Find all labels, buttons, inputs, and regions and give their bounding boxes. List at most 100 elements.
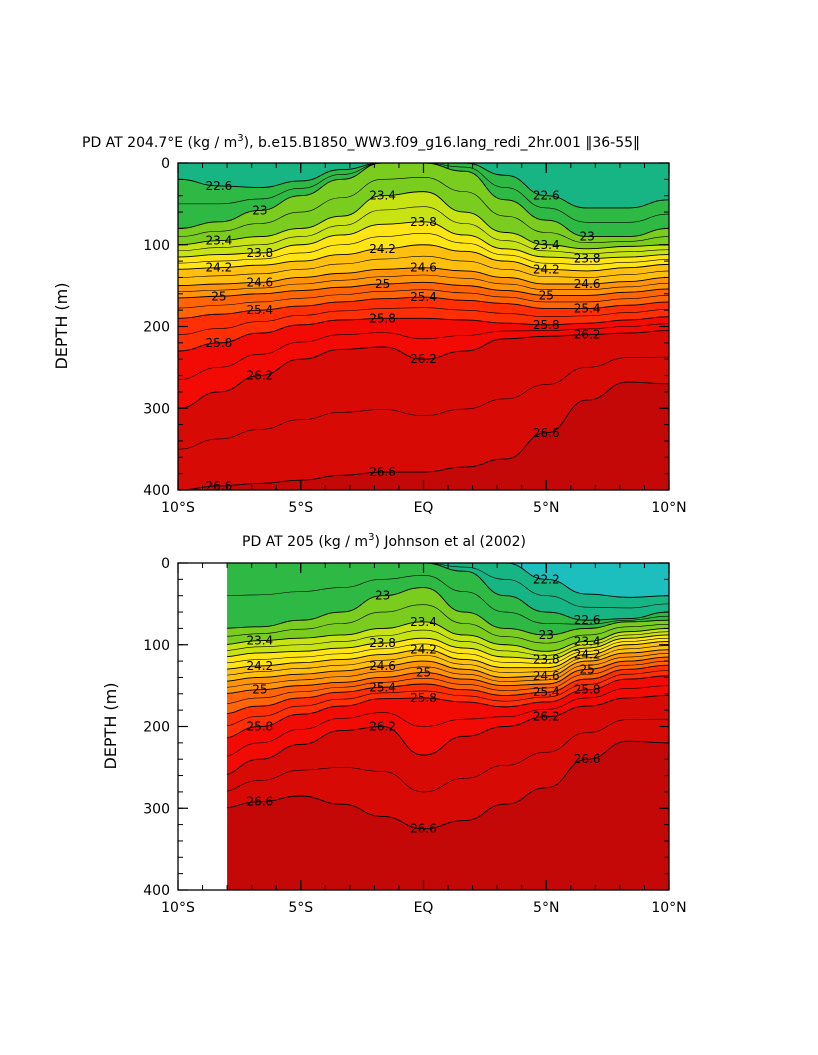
y-tick-label: 400 <box>143 883 170 899</box>
contour-label: 23 <box>252 203 267 217</box>
contour-line-minor <box>178 163 669 223</box>
contour-line-minor <box>178 177 669 244</box>
contour-label: 25.4 <box>410 290 437 304</box>
x-tick-label: 10°S <box>161 900 195 916</box>
contour-label: 26.6 <box>369 465 396 479</box>
contour-line <box>178 316 669 352</box>
contour-label: 26.2 <box>574 328 601 342</box>
contour-line <box>178 381 669 490</box>
contour-label: 24.2 <box>410 643 437 657</box>
lower-contour-plot: 22.2 22.6 23 23 23.4 23.4 23.4 23.8 23.8 24.2 24.2… <box>227 563 669 890</box>
contour-label: 24.6 <box>574 277 601 291</box>
contour-label: 26.2 <box>246 369 273 383</box>
contour-label: 25 <box>580 662 595 676</box>
contour-label: 22.2 <box>533 572 560 586</box>
contour-line-minor <box>227 637 669 664</box>
contour-line <box>178 191 669 250</box>
contour-label: 25.4 <box>574 302 601 316</box>
contour-line <box>227 641 669 670</box>
contour-label: 23.8 <box>369 636 396 650</box>
contour-label: 24.6 <box>369 659 396 673</box>
contour-line <box>227 621 669 652</box>
contour-label: 25.8 <box>369 311 396 325</box>
contour-label: 24.2 <box>574 648 601 662</box>
contour-label: 25 <box>539 288 554 302</box>
x-tick-label: 5°N <box>533 500 559 516</box>
upper-y-axis-label: DEPTH (m) <box>52 282 71 369</box>
y-tick-label: 300 <box>143 801 170 817</box>
contour-label: 23.8 <box>410 215 437 229</box>
contour-line <box>178 244 669 272</box>
contour-label: 22.6 <box>206 179 233 193</box>
y-tick-label: 300 <box>143 401 170 417</box>
y-tick-label: 200 <box>143 320 170 336</box>
contour-label: 23 <box>580 230 595 244</box>
contour-label: 22.6 <box>574 613 601 627</box>
x-tick-label: EQ <box>414 900 434 916</box>
contour-label: 22.6 <box>533 189 560 203</box>
contour-line <box>178 330 669 409</box>
contour-label: 25.8 <box>410 691 437 705</box>
contour-line-minor <box>178 307 669 335</box>
contour-label: 25.4 <box>369 680 396 694</box>
y-tick-label: 100 <box>143 638 170 654</box>
contour-label: 26.6 <box>410 822 437 836</box>
upper-contour-panel: PD AT 204.7°E (kg / m3), b.e15.B1850_WW3… <box>52 133 687 516</box>
contour-line <box>227 634 669 660</box>
lower-axes: 10°S 5°S EQ 5°N 10°N 0 100 200 300 400 <box>143 556 686 916</box>
contour-line <box>227 664 669 715</box>
contour-label: 25.8 <box>246 720 273 734</box>
contour-label: 25.8 <box>206 336 233 350</box>
contour-line-minor <box>227 718 669 793</box>
contour-line <box>178 163 669 209</box>
x-tick-label: 5°S <box>288 500 313 516</box>
contour-line <box>227 675 669 739</box>
contour-line-minor <box>227 685 669 757</box>
contour-line-minor <box>227 563 669 609</box>
contour-line <box>227 740 669 830</box>
contour-label: 24.6 <box>533 669 560 683</box>
contour-line <box>227 694 669 775</box>
contour-line-minor <box>227 653 669 688</box>
contour-label: 24.6 <box>410 261 437 275</box>
contour-line-minor <box>227 660 669 704</box>
contour-label: 25.8 <box>533 318 560 332</box>
contour-label: 26.2 <box>410 352 437 366</box>
upper-axes: 10°S 5°S EQ 5°N 10°N 0 100 200 300 400 <box>143 156 686 516</box>
contour-label: 24.2 <box>246 659 273 673</box>
contour-line-minor <box>227 670 669 727</box>
contour-label: 23.4 <box>410 615 437 629</box>
density-band <box>227 563 669 598</box>
y-tick-label: 200 <box>143 720 170 736</box>
contour-line-minor <box>178 323 669 380</box>
contour-label: 26.6 <box>574 752 601 766</box>
contour-line-minor <box>178 233 669 266</box>
contour-line-minor <box>178 206 669 255</box>
x-tick-label: 10°N <box>651 500 686 516</box>
y-tick-label: 0 <box>161 556 170 572</box>
contour-label: 26.2 <box>533 710 560 724</box>
density-band <box>178 163 669 208</box>
contour-line <box>227 563 669 598</box>
contour-line <box>178 221 669 260</box>
contour-line <box>178 267 669 287</box>
contour-line <box>227 656 669 694</box>
contour-label: 23.4 <box>246 634 273 648</box>
contour-label: 26.2 <box>369 720 396 734</box>
y-tick-label: 100 <box>143 238 170 254</box>
contour-line-minor <box>227 604 669 644</box>
contour-label: 25.8 <box>574 683 601 697</box>
contour-label: 23.8 <box>574 252 601 266</box>
contour-label: 26.6 <box>533 426 560 440</box>
contour-label: 24.2 <box>533 262 560 276</box>
x-tick-label: 10°S <box>161 500 195 516</box>
lower-y-axis-label: DEPTH (m) <box>101 682 120 769</box>
contour-line-minor <box>227 574 669 625</box>
contour-label: 23 <box>375 589 390 603</box>
contour-line-minor <box>227 645 669 676</box>
contour-line-minor <box>178 255 669 278</box>
contour-label: 25.4 <box>533 685 560 699</box>
contour-line-minor <box>178 274 669 293</box>
contour-label: 23.4 <box>533 238 560 252</box>
